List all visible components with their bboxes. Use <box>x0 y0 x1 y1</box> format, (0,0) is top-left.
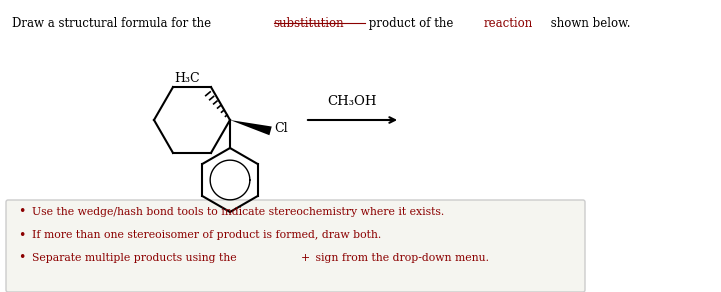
Text: sign from the drop-down menu.: sign from the drop-down menu. <box>312 253 490 263</box>
Text: •: • <box>18 251 26 265</box>
FancyBboxPatch shape <box>6 200 585 292</box>
Text: H₃C: H₃C <box>174 72 200 85</box>
Text: Use the wedge/hash bond tools to indicate stereochemistry where it exists.: Use the wedge/hash bond tools to indicat… <box>32 207 444 217</box>
Text: shown below.: shown below. <box>547 17 631 30</box>
Text: substitution: substitution <box>274 17 345 30</box>
Text: CH₃OH: CH₃OH <box>328 95 377 108</box>
Text: Draw a structural formula for the: Draw a structural formula for the <box>12 17 215 30</box>
Text: +: + <box>301 253 310 263</box>
Polygon shape <box>230 120 272 135</box>
Text: product of the: product of the <box>365 17 457 30</box>
Text: Cl: Cl <box>275 122 288 135</box>
Text: reaction: reaction <box>484 17 533 30</box>
Text: If more than one stereoisomer of product is formed, draw both.: If more than one stereoisomer of product… <box>32 230 381 240</box>
Text: Separate multiple products using the: Separate multiple products using the <box>32 253 240 263</box>
Text: •: • <box>18 206 26 218</box>
Text: •: • <box>18 229 26 241</box>
